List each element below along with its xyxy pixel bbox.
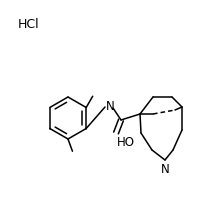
Text: N: N [106, 100, 115, 113]
Text: N: N [161, 163, 169, 176]
Text: HO: HO [117, 136, 135, 149]
Text: HCl: HCl [18, 18, 40, 31]
